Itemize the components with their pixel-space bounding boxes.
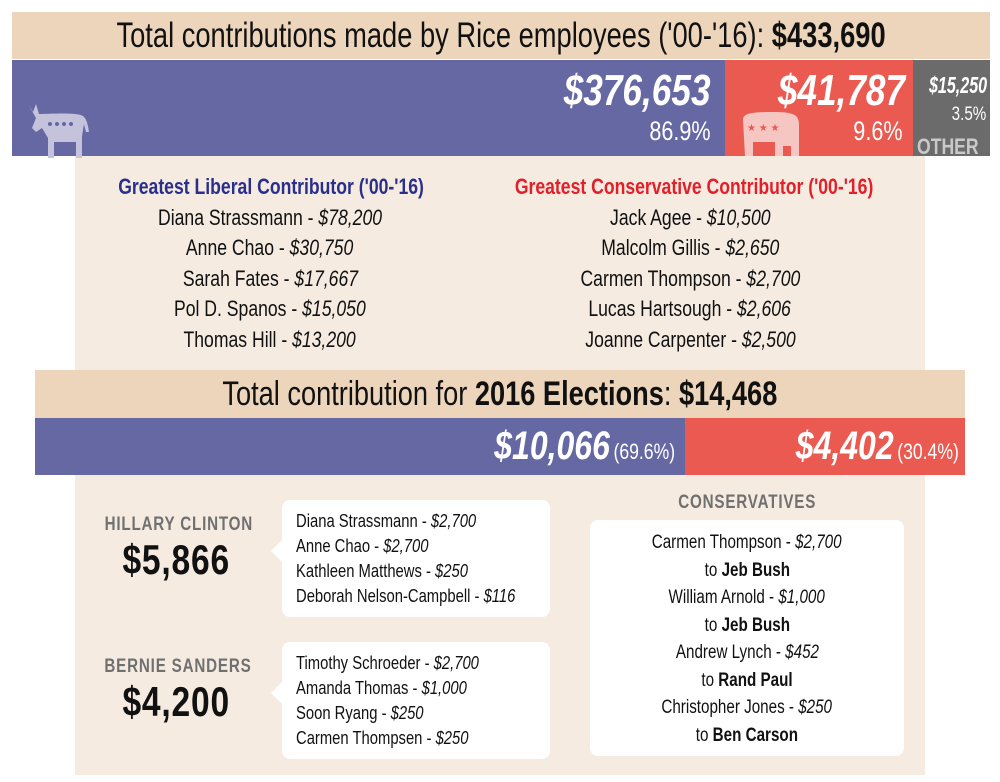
recipient: Ben Carson: [712, 724, 799, 746]
republican-amount: $41,787: [777, 66, 905, 115]
election-2016-bar: $10,066 (69.6%) $4,402 (30.4%): [35, 418, 965, 475]
other-label: OTHER: [917, 134, 979, 159]
list-item: Pol D. Spanos - $15,050: [174, 296, 366, 321]
list-item: Malcolm Gillis - $2,650: [600, 235, 780, 260]
bar-other: $15,250 3.5% OTHER: [913, 60, 990, 159]
list-item: Thomas Hill - $13,200: [183, 326, 357, 352]
republican-percent: 9.6%: [853, 116, 903, 146]
overall-stacked-bar: $376,653 86.9% ★ ★ ★ $41,787 9.6% $15,25…: [12, 60, 990, 159]
list-item: Carmen Thompson - $2,700: [580, 265, 800, 291]
candidate-summary: BERNIE SANDERS $4,200: [86, 656, 266, 726]
conservatives-2016-heading: CONSERVATIVES: [678, 492, 816, 513]
list-item: Anne Chao - $30,750: [186, 235, 354, 260]
list-item: William Arnold - $1,000 to Jeb Bush: [668, 587, 826, 636]
candidate-summary: HILLARY CLINTON $5,866: [86, 514, 266, 584]
recipient: Rand Paul: [718, 669, 793, 691]
donor-item: Anne Chao - $2,700: [296, 535, 429, 556]
list-item: Diana Strassmann - $78,200: [157, 204, 383, 230]
elephant-icon: [743, 112, 799, 156]
republican-2016-label: $4,402 (30.4%): [795, 424, 959, 468]
candidate-donors-box: Diana Strassmann - $2,700 Anne Chao - $2,…: [282, 500, 550, 617]
other-amount: $15,250: [928, 72, 987, 98]
title-total: $433,690: [771, 15, 886, 55]
liberal-list: Greatest Liberal Contributor ('00-'16) D…: [80, 172, 460, 355]
democrat-percent: 86.9%: [649, 116, 711, 146]
list-item: Andrew Lynch - $452 to Rand Paul: [675, 642, 819, 691]
title-text: Total contributions made by Rice employe…: [116, 15, 772, 55]
candidate-total: $4,200: [122, 678, 230, 725]
conservatives-2016-box: Carmen Thompson - $2,700 to Jeb Bush Willi…: [590, 520, 904, 756]
callout-pointer: [271, 682, 282, 704]
donor-item: Diana Strassmann - $2,700: [296, 510, 477, 531]
list-item: Christopher Jones - $250 to Ben Carson: [661, 697, 833, 746]
donor-item: Timothy Schroeder - $2,700: [296, 652, 479, 673]
donkey-icon: [28, 104, 89, 158]
list-item: Jack Agee - $10,500: [609, 204, 771, 230]
candidate-total: $5,866: [122, 536, 230, 583]
list-item: Lucas Hartsough - $2,606: [588, 296, 792, 321]
donor-item: Deborah Nelson-Campbell - $116: [296, 585, 516, 606]
list-item: Sarah Fates - $17,667: [182, 265, 358, 291]
other-percent: 3.5%: [951, 104, 986, 125]
conservative-list: Greatest Conservative Contributor ('00-'…: [470, 172, 910, 355]
list-item: Carmen Thompson - $2,700 to Jeb Bush: [652, 532, 842, 581]
bar-republican: ★ ★ ★ $41,787 9.6%: [725, 60, 913, 156]
donor-item: Kathleen Matthews - $250: [296, 560, 468, 581]
bar-2016-republican: $4,402 (30.4%): [685, 418, 965, 475]
page-title: Total contributions made by Rice employe…: [12, 12, 990, 59]
bar-democrat: $376,653 86.9%: [12, 60, 725, 158]
stars-icon: ★ ★ ★: [747, 123, 779, 132]
list-item: Joanne Carpenter - $2,500: [584, 326, 796, 352]
recipient: Jeb Bush: [721, 614, 790, 636]
donor-item: Carmen Thompsen - $250: [296, 727, 469, 748]
candidate-donors-box: Timothy Schroeder - $2,700 Amanda Thomas …: [282, 642, 550, 759]
democrat-amount: $376,653: [564, 66, 711, 115]
democrat-2016-label: $10,066 (69.6%): [494, 424, 675, 468]
donor-item: Amanda Thomas - $1,000: [296, 677, 467, 698]
conservative-heading: Greatest Conservative Contributor ('00-'…: [514, 174, 874, 199]
svg-text:★ ★ ★: ★ ★ ★: [747, 123, 779, 132]
donor-item: Soon Ryang - $250: [296, 702, 424, 723]
bar-2016-democrat: $10,066 (69.6%): [35, 418, 685, 475]
liberal-heading: Greatest Liberal Contributor ('00-'16): [118, 174, 424, 199]
callout-pointer: [271, 540, 282, 562]
candidate-name: BERNIE SANDERS: [104, 656, 252, 677]
election-2016-title: Total contribution for 2016 Elections: $…: [35, 370, 965, 418]
recipient: Jeb Bush: [721, 559, 790, 581]
candidate-name: HILLARY CLINTON: [104, 514, 254, 535]
